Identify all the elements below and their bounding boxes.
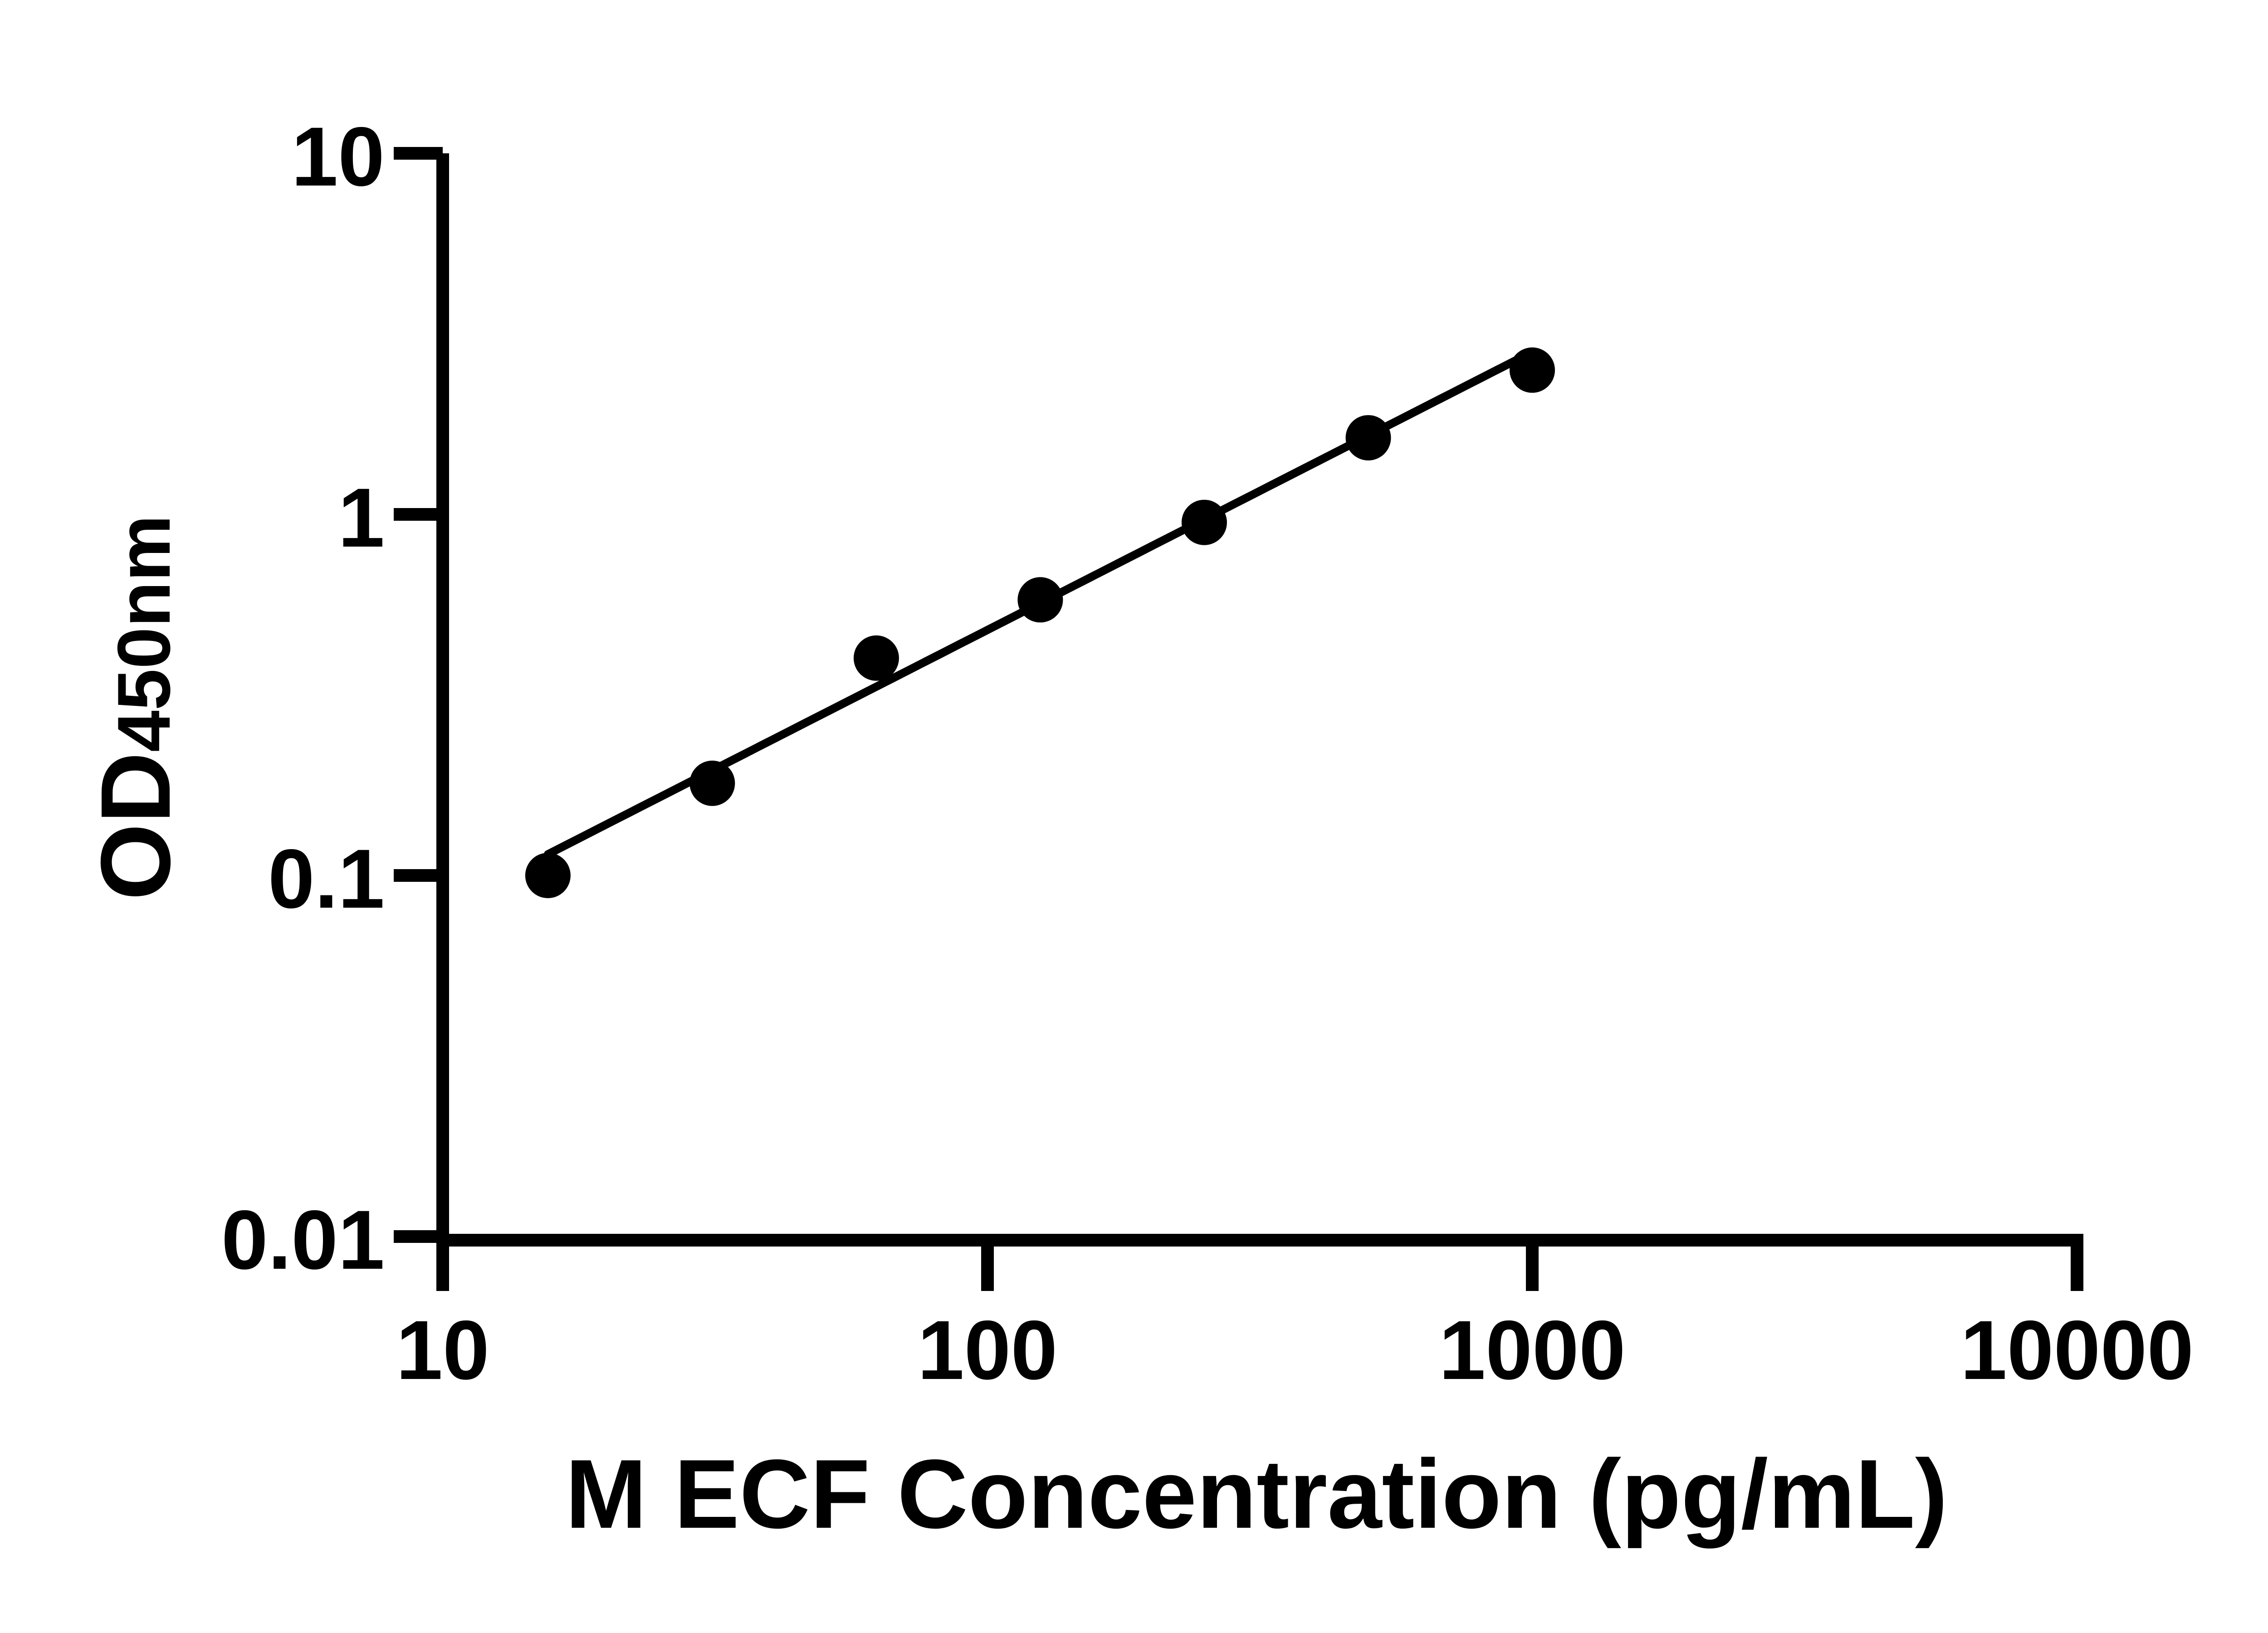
- y-tick-label: 10: [291, 110, 385, 204]
- data-point: [1181, 499, 1227, 545]
- data-point: [1510, 347, 1555, 393]
- x-tick-label: 10000: [1960, 1304, 2194, 1397]
- data-points: [525, 347, 1555, 898]
- x-tick-label: 1000: [1439, 1304, 1626, 1397]
- data-point: [1017, 577, 1063, 623]
- data-point: [689, 760, 735, 806]
- data-point: [1345, 415, 1391, 461]
- y-tick-label: 0.1: [268, 832, 385, 926]
- axes: [394, 147, 2083, 1291]
- data-point: [525, 853, 571, 898]
- data-point: [853, 635, 899, 681]
- y-axis-title-main: OD: [81, 752, 191, 900]
- x-tick-label: 10: [396, 1304, 489, 1397]
- y-axis-title-sub: 450nm: [102, 515, 186, 752]
- x-tick-label: 100: [917, 1304, 1058, 1397]
- y-tick-label: 1: [338, 471, 385, 565]
- y-tick-label: 0.01: [221, 1193, 385, 1287]
- x-axis-title: M ECF Concentration (pg/mL): [565, 1439, 1948, 1549]
- y-axis-title: OD450nm: [81, 515, 191, 900]
